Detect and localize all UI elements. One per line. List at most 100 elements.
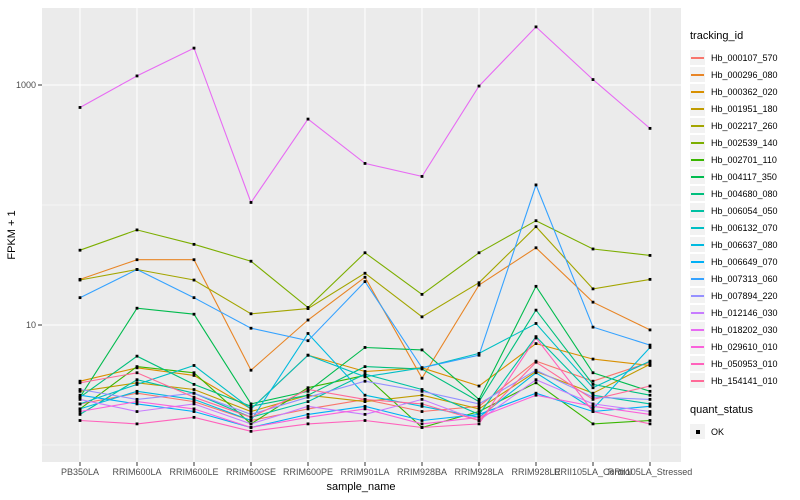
legend-key-line-icon [690, 373, 705, 388]
data-point [534, 284, 538, 288]
legend-item-Hb_006054_050: Hb_006054_050 [690, 202, 798, 219]
data-point [363, 397, 367, 401]
data-point [534, 360, 538, 364]
legend-tracking-items: Hb_000107_570 Hb_000296_080 Hb_000362_020 H… [690, 49, 798, 389]
data-point [306, 389, 310, 393]
data-point [477, 415, 481, 419]
data-point [648, 410, 652, 413]
data-point [135, 391, 139, 395]
data-point [192, 312, 196, 316]
x-tick-label: RRIM600SE [226, 467, 276, 477]
data-point [648, 359, 652, 363]
data-point [135, 228, 139, 232]
data-point [249, 422, 253, 426]
data-point [534, 219, 538, 223]
data-point [477, 410, 481, 413]
data-point [534, 225, 538, 229]
legend-item-Hb_002217_260: Hb_002217_260 [690, 117, 798, 134]
data-point [534, 368, 538, 372]
data-point [534, 25, 538, 29]
legend-item-Hb_002539_140: Hb_002539_140 [690, 134, 798, 151]
data-point [648, 328, 652, 332]
legend-key-line-icon [690, 237, 705, 252]
data-point [192, 397, 196, 401]
data-point [648, 277, 652, 281]
legend-title-tracking-id: tracking_id [690, 30, 744, 42]
data-point [192, 410, 196, 413]
legend-item-Hb_006649_070: Hb_006649_070 [690, 253, 798, 270]
data-point [249, 412, 253, 416]
x-tick-label: RRIM600PE [283, 467, 333, 477]
data-point [192, 371, 196, 375]
data-point [477, 84, 481, 88]
data-point [648, 126, 652, 130]
data-point [591, 357, 595, 361]
legend-key-line-icon [690, 322, 705, 337]
legend-key-line-icon [690, 305, 705, 320]
legend-item-label: Hb_012146_030 [711, 307, 778, 318]
x-tick-label: PB350LA [61, 467, 99, 477]
data-point [420, 393, 424, 397]
data-point [534, 308, 538, 312]
data-point [78, 388, 82, 391]
data-point [306, 332, 310, 335]
legend-item-label: Hb_004680_080 [711, 188, 778, 199]
data-point [306, 386, 310, 390]
legend: tracking_id Hb_000107_570 Hb_000296_080 Hb… [690, 30, 798, 440]
legend-item-label: Hb_006649_070 [711, 256, 778, 267]
data-point [192, 407, 196, 411]
data-point [363, 275, 367, 279]
data-point [477, 384, 481, 388]
legend-item-Hb_018202_030: Hb_018202_030 [690, 321, 798, 338]
data-point [363, 370, 367, 373]
data-point [648, 412, 652, 416]
data-point [648, 404, 652, 408]
data-point [192, 382, 196, 386]
legend-key-line-icon [690, 169, 705, 184]
legend-item-quant-OK: OK [690, 423, 798, 440]
legend-key-line-icon [690, 50, 705, 65]
data-point [648, 343, 652, 347]
data-point [591, 395, 595, 399]
data-point [78, 402, 82, 406]
data-point [648, 402, 652, 406]
data-point [591, 393, 595, 397]
legend-quant-items: OK [690, 423, 798, 440]
data-point [591, 382, 595, 386]
data-point [78, 278, 82, 282]
data-point [135, 422, 139, 426]
data-point [363, 365, 367, 369]
data-point [306, 400, 310, 403]
data-point [420, 315, 424, 319]
legend-key-line-icon [690, 186, 705, 201]
data-point [363, 407, 367, 411]
data-point [420, 348, 424, 352]
data-point [363, 162, 367, 165]
data-point [420, 175, 424, 178]
legend-item-label: Hb_002701_110 [711, 154, 777, 165]
data-point [477, 422, 481, 426]
data-point [306, 353, 310, 357]
data-point [192, 395, 196, 399]
data-point [591, 402, 595, 406]
legend-item-Hb_029610_010: Hb_029610_010 [690, 338, 798, 355]
legend-item-label: Hb_006054_050 [711, 205, 778, 216]
legend-item-label: Hb_007894_220 [711, 290, 778, 301]
data-point [648, 384, 652, 388]
legend-key-line-icon [690, 84, 705, 99]
legend-item-Hb_004680_080: Hb_004680_080 [690, 185, 798, 202]
legend-key-line-icon [690, 67, 705, 82]
legend-key-line-icon [690, 152, 705, 167]
data-point [534, 391, 538, 395]
data-point [420, 292, 424, 296]
data-point [591, 410, 595, 413]
legend-item-label: Hb_004117_350 [711, 171, 777, 182]
data-point [78, 248, 82, 252]
legend-item-Hb_004117_350: Hb_004117_350 [690, 168, 798, 185]
data-point [420, 388, 424, 391]
data-point [249, 419, 253, 422]
data-point [420, 419, 424, 422]
data-point [420, 402, 424, 406]
legend-item-Hb_006132_070: Hb_006132_070 [690, 219, 798, 236]
legend-item-label: Hb_006132_070 [711, 222, 778, 233]
